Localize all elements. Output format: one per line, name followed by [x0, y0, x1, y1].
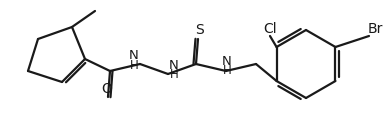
Text: N: N — [129, 49, 139, 61]
Text: N: N — [169, 59, 179, 71]
Text: H: H — [170, 69, 178, 81]
Text: N: N — [222, 54, 232, 68]
Text: S: S — [194, 23, 203, 37]
Text: O: O — [102, 82, 113, 96]
Text: H: H — [223, 64, 231, 76]
Text: H: H — [130, 59, 138, 71]
Text: Br: Br — [367, 22, 383, 36]
Text: Cl: Cl — [263, 22, 277, 36]
